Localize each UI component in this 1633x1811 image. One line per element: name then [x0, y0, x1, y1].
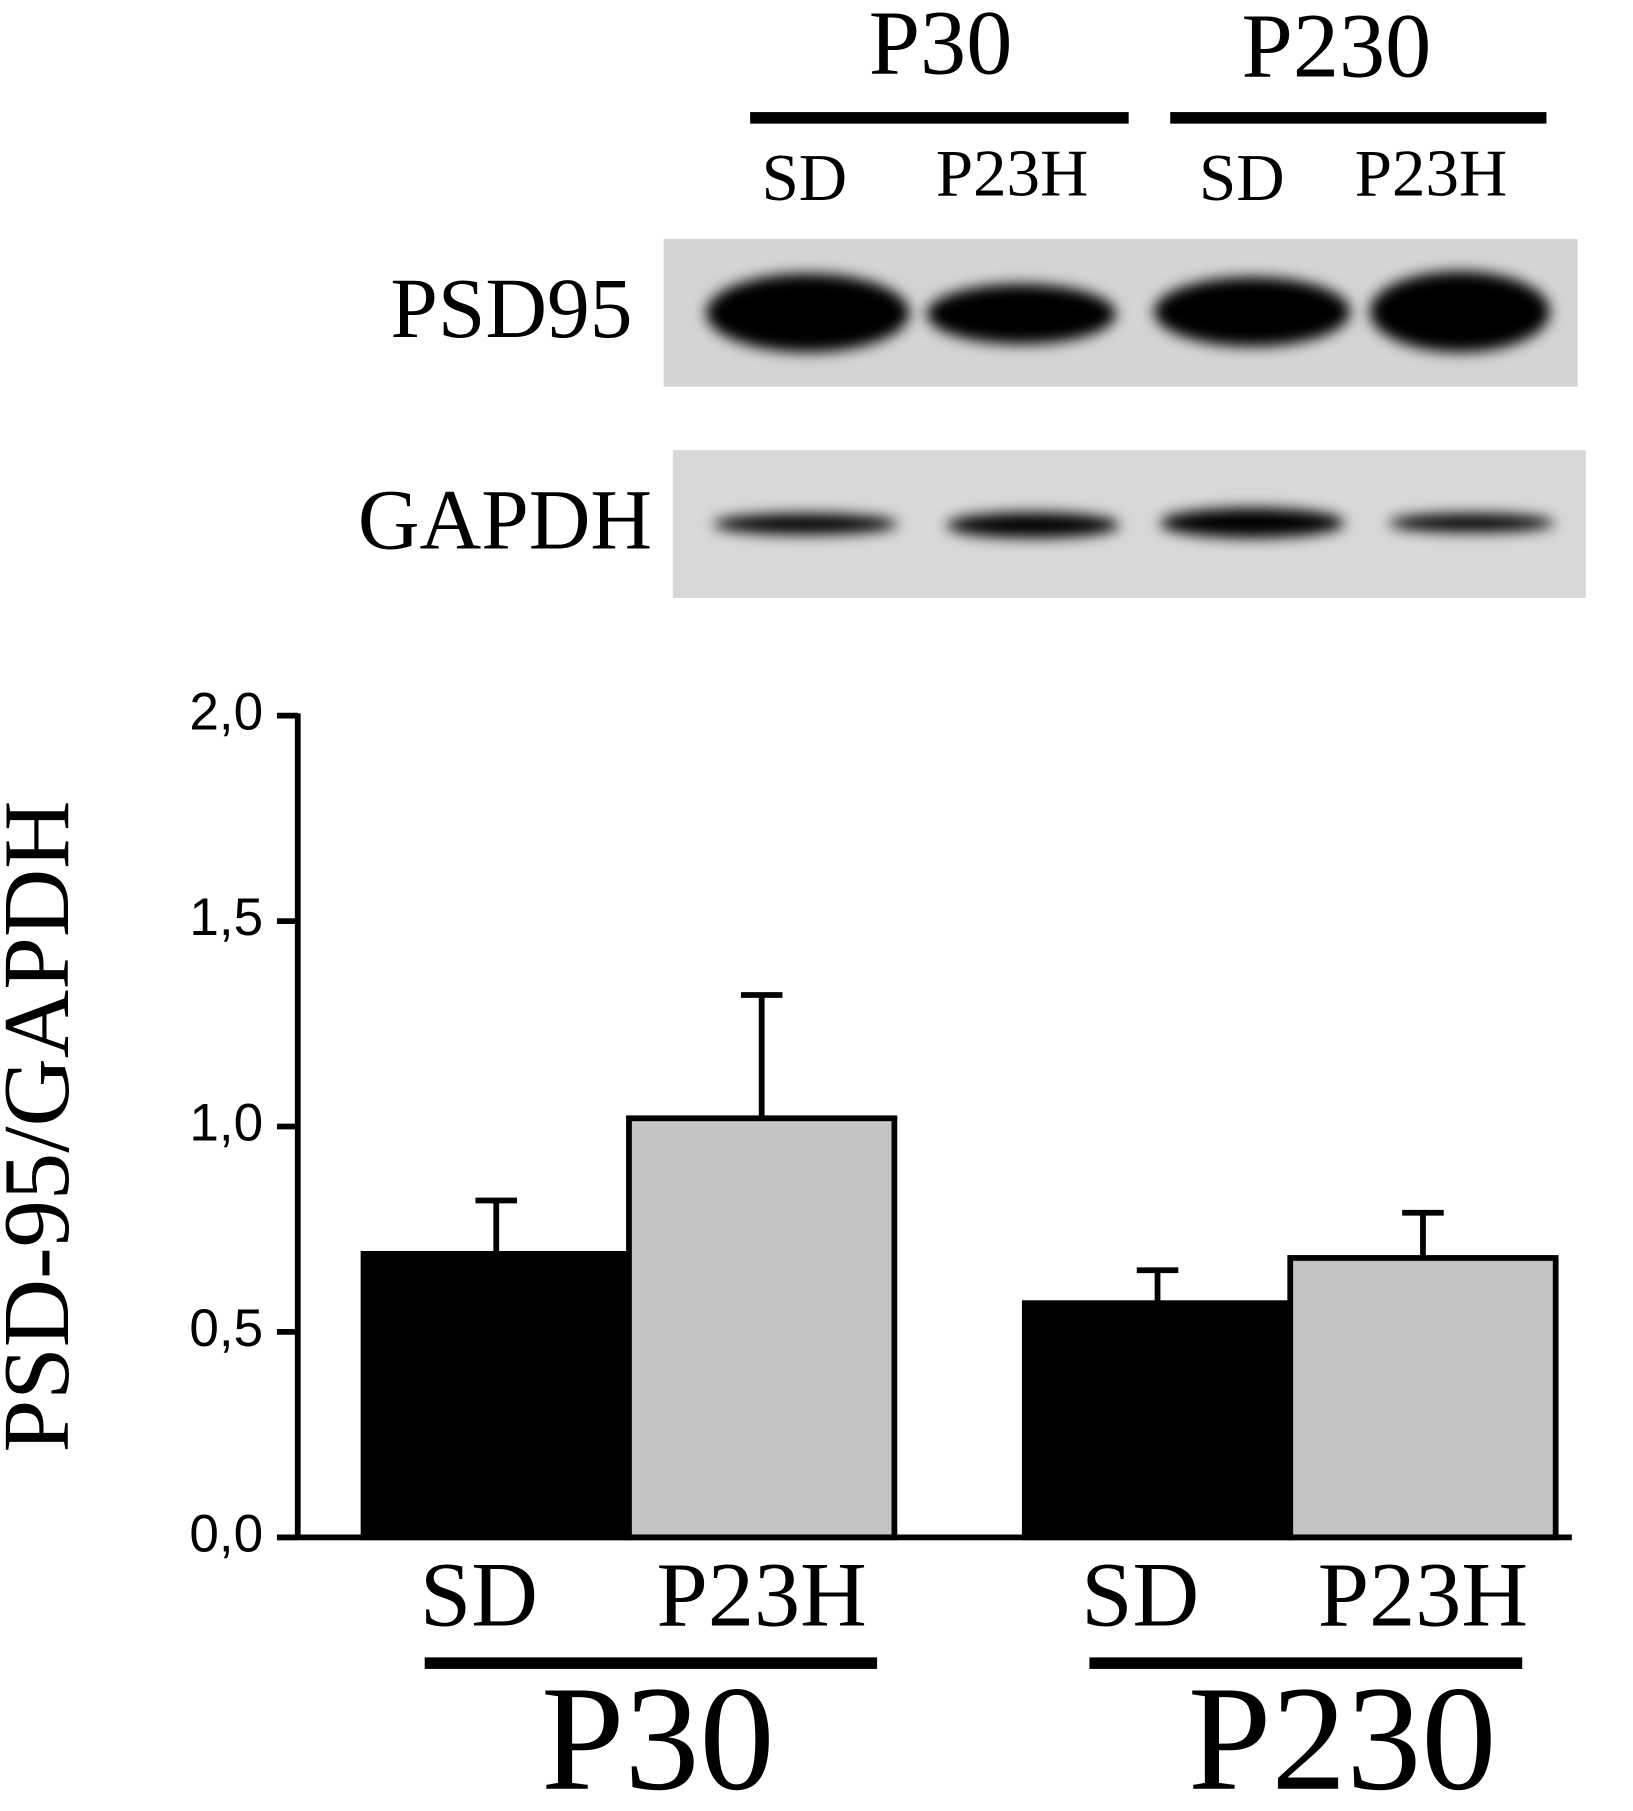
y-tick-label: 0,0 [189, 1504, 263, 1563]
lane-label: P23H [936, 137, 1088, 211]
bar-label: SD [1081, 1543, 1199, 1645]
bar [360, 1250, 632, 1541]
y-tick-label: 0,5 [189, 1299, 263, 1358]
band-label: GAPDH [358, 473, 652, 567]
y-tick-label: 2,0 [189, 683, 263, 742]
western-blot: P30 P230 SD P23H SD P23H PSD95 GAPDH [358, 0, 1586, 598]
lane-label: SD [1199, 141, 1285, 215]
lane-label: SD [762, 141, 848, 215]
group-bar [424, 1657, 878, 1669]
group-label: P30 [869, 0, 1013, 93]
bar [1021, 1300, 1294, 1541]
bar-label: P23H [657, 1543, 867, 1645]
bar-label: P23H [1318, 1543, 1528, 1645]
lane-label: P23H [1355, 137, 1507, 211]
bar [626, 1115, 898, 1541]
group-label: P230 [1241, 0, 1431, 97]
group-bar [1170, 112, 1547, 124]
bands [713, 507, 1555, 538]
group-bar [750, 112, 1129, 124]
y-tick-label: 1,5 [189, 888, 263, 947]
x-tick-label: P30 [541, 1656, 774, 1811]
group-bar [1089, 1657, 1523, 1669]
bands [706, 271, 1550, 353]
y-tick-label: 1,0 [189, 1094, 263, 1153]
bar-label: SD [420, 1543, 538, 1645]
band-label: PSD95 [390, 262, 632, 356]
bar [1287, 1255, 1559, 1541]
x-tick-label: P230 [1188, 1656, 1496, 1811]
y-axis-label: PSD-95/GAPDH [0, 801, 89, 1453]
